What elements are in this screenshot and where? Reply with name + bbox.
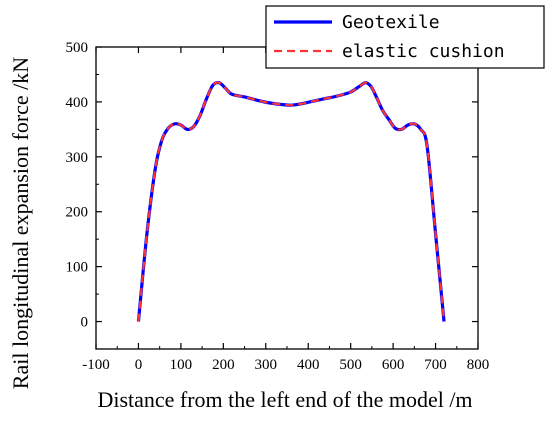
- x-tick-label: 200: [212, 357, 235, 373]
- legend-box: [265, 5, 545, 69]
- plot-border: [95, 46, 479, 350]
- y-axis-title: Rail longitudinal expansion force /kN: [8, 57, 33, 389]
- legend: Geotexile elastic cushion: [265, 5, 545, 69]
- series-line-1: [137, 81, 446, 322]
- series-line-0: [136, 80, 446, 322]
- x-axis-ticks: -100 0 100 200 300 400 500 600 700 800: [82, 47, 489, 373]
- series-layer: [136, 80, 446, 322]
- x-tick-label: -100: [82, 357, 110, 373]
- x-tick-label: 300: [255, 357, 278, 373]
- y-tick-label: 200: [66, 205, 89, 221]
- x-tick-label: 700: [424, 357, 447, 373]
- y-tick-label: 100: [66, 260, 89, 276]
- plot-frame: [95, 46, 479, 350]
- x-tick-label: 800: [467, 357, 490, 373]
- y-tick-label: 400: [66, 95, 89, 111]
- legend-label-0: Geotexile: [342, 12, 440, 33]
- x-tick-label: 500: [339, 357, 362, 373]
- y-tick-label: 300: [66, 150, 89, 166]
- y-tick-label: 0: [81, 315, 89, 331]
- x-tick-label: 100: [170, 357, 193, 373]
- x-tick-label: 600: [382, 357, 405, 373]
- legend-label-1: elastic cushion: [342, 41, 505, 62]
- x-tick-label: 400: [297, 357, 320, 373]
- x-axis-title: Distance from the left end of the model …: [97, 387, 472, 412]
- x-tick-label: 0: [135, 357, 143, 373]
- y-axis-ticks: 0 100 200 300 400 500: [66, 40, 478, 331]
- y-tick-label: 500: [66, 40, 89, 56]
